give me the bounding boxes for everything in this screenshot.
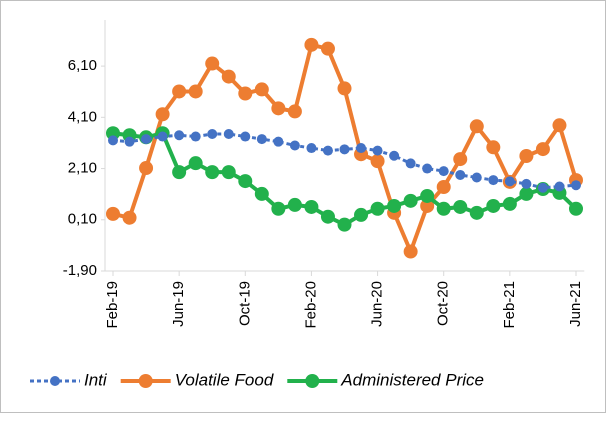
data-point <box>535 142 550 157</box>
data-point <box>569 201 583 216</box>
data-point <box>471 172 482 183</box>
data-point <box>370 201 385 216</box>
y-tick-label: 0,10 <box>68 211 97 228</box>
data-point <box>537 182 548 193</box>
data-point <box>106 206 120 221</box>
data-point <box>552 118 567 133</box>
x-tick-label: Feb-20 <box>302 281 319 329</box>
data-point <box>207 128 218 139</box>
data-point <box>287 197 302 212</box>
data-point <box>254 186 269 201</box>
data-point <box>469 119 484 134</box>
data-point <box>389 150 400 161</box>
legend-label: Volatile Food <box>175 370 274 389</box>
data-point <box>223 128 234 139</box>
y-tick-label: 2,10 <box>68 160 97 177</box>
data-point <box>240 131 251 142</box>
legend-label: Administered Price <box>340 370 484 389</box>
data-point <box>403 193 418 208</box>
data-point <box>256 134 267 145</box>
data-point <box>157 131 168 142</box>
data-point <box>486 198 501 213</box>
data-point <box>370 154 385 169</box>
data-point <box>502 196 517 211</box>
data-point <box>289 140 300 151</box>
data-point <box>339 144 350 155</box>
data-point <box>455 169 466 180</box>
data-point <box>139 161 154 176</box>
x-tick-label: Oct-19 <box>236 281 253 326</box>
x-tick-label: Oct-20 <box>435 281 452 326</box>
data-point <box>172 84 187 99</box>
legend-marker <box>50 376 60 386</box>
data-point <box>106 126 120 141</box>
data-point <box>238 174 253 189</box>
data-point <box>571 180 581 191</box>
data-point <box>453 199 468 214</box>
data-point <box>519 149 534 164</box>
data-point <box>221 165 236 180</box>
data-point <box>422 163 433 174</box>
data-point <box>172 165 187 180</box>
data-point <box>403 244 418 259</box>
data-point <box>190 131 201 142</box>
data-point <box>254 82 269 97</box>
x-tick-label: Jun-21 <box>567 281 584 327</box>
data-point <box>304 37 319 52</box>
data-point <box>519 186 534 201</box>
data-point <box>205 165 220 180</box>
y-tick-label: 6,10 <box>68 57 97 74</box>
data-point <box>188 156 203 171</box>
data-point <box>306 143 317 154</box>
data-point <box>141 134 152 145</box>
data-point <box>436 201 451 216</box>
y-tick-label: -1,90 <box>63 262 97 279</box>
x-tick-label: Jun-19 <box>170 281 187 327</box>
data-point <box>438 166 449 177</box>
data-point <box>337 81 352 96</box>
data-point <box>504 176 515 187</box>
legend-label: Inti <box>84 370 108 389</box>
data-point <box>436 179 451 194</box>
data-point <box>271 201 286 216</box>
data-point <box>420 198 435 213</box>
data-point <box>337 217 352 232</box>
data-point <box>221 69 236 84</box>
data-point <box>322 145 333 156</box>
data-point <box>486 140 501 155</box>
data-point <box>356 143 367 154</box>
data-point <box>174 130 185 141</box>
x-tick-label: Jun-20 <box>369 281 386 327</box>
data-point <box>287 104 302 119</box>
data-point <box>124 136 135 147</box>
data-point <box>521 178 532 189</box>
x-tick-label: Feb-21 <box>501 281 518 329</box>
data-point <box>205 56 220 71</box>
data-point <box>271 101 286 116</box>
data-point <box>304 199 319 214</box>
data-point <box>387 198 402 213</box>
x-tick-label: Feb-19 <box>104 281 121 329</box>
data-point <box>320 209 335 224</box>
data-point <box>188 84 203 99</box>
data-point <box>405 158 416 169</box>
data-point <box>372 145 383 156</box>
data-point <box>488 175 499 186</box>
legend-marker <box>138 374 153 388</box>
data-point <box>453 152 468 167</box>
data-point <box>238 86 253 101</box>
data-point <box>420 188 435 203</box>
legend-marker <box>305 374 320 388</box>
data-point <box>108 135 118 146</box>
data-point <box>354 207 369 222</box>
data-point <box>273 136 284 147</box>
y-tick-label: 4,10 <box>68 108 97 125</box>
data-point <box>320 41 335 56</box>
data-point <box>155 107 170 122</box>
data-point <box>554 181 565 192</box>
data-point <box>469 205 484 220</box>
data-point <box>122 210 137 225</box>
